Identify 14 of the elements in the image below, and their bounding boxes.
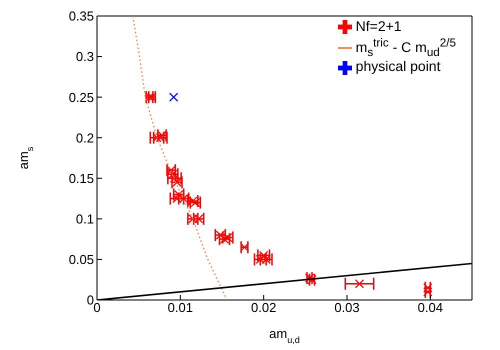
- y-tick-label: 0.3: [76, 49, 94, 64]
- x-axis-title: am$_{u,d}$: [269, 326, 300, 345]
- x-tick-label: 0.04: [418, 300, 443, 316]
- x-tick-label: 0.03: [334, 300, 360, 316]
- y-tick-label: 0.35: [68, 8, 94, 24]
- x-tick-label: 0.01: [168, 300, 193, 316]
- y-tick-label: 0.2: [76, 130, 94, 146]
- y-tick-label: 0.15: [68, 170, 94, 186]
- y-tick-label: 0.25: [68, 90, 94, 105]
- x-tick-label: 0.02: [251, 300, 276, 316]
- legend-label: physical point: [356, 58, 440, 74]
- y-tick-label: 0.1: [76, 211, 94, 226]
- y-tick-label: 0.05: [68, 252, 94, 268]
- legend-label: Nf=2+1: [356, 18, 402, 34]
